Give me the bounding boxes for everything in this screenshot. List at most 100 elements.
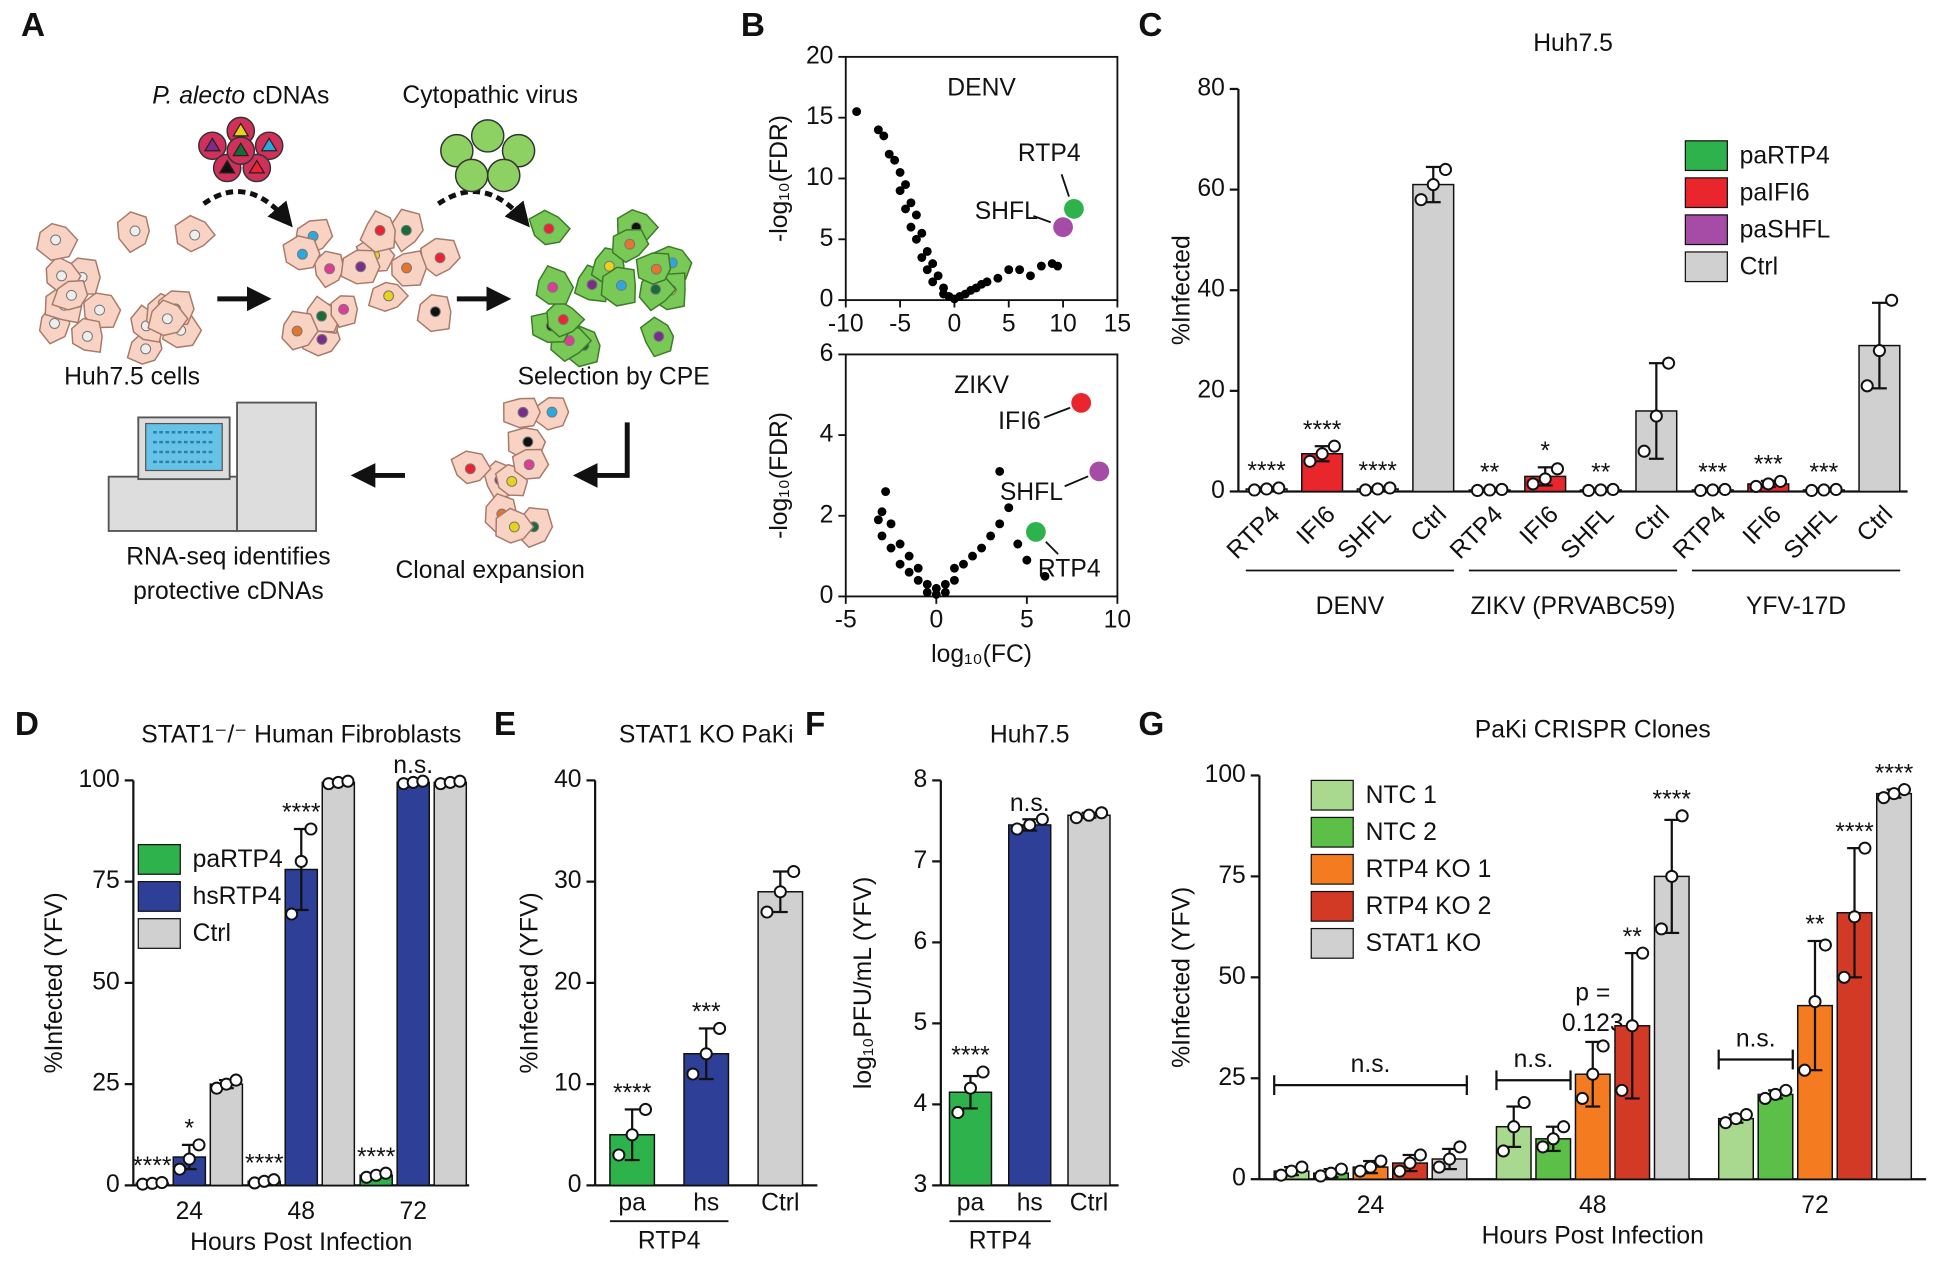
diagram-label: Huh7.5 cells — [64, 363, 200, 390]
x-tick-label: -5 — [835, 607, 857, 634]
y-tick-label: 75 — [92, 867, 119, 894]
point — [922, 587, 932, 597]
nucleus — [650, 283, 662, 295]
point — [913, 575, 923, 585]
legend-swatch — [1310, 853, 1354, 885]
significance: ** — [1805, 912, 1825, 939]
y-tick-label: 8 — [914, 766, 928, 793]
significance: ** — [1480, 460, 1500, 487]
nucleus — [506, 475, 518, 487]
significance: **** — [1835, 819, 1874, 846]
y-tick-label: 100 — [79, 766, 120, 793]
replicate-point — [1594, 483, 1608, 497]
point-label: RTP4 — [1038, 556, 1101, 583]
x-axis-label: log₁₀(FC) — [931, 641, 1032, 668]
group-label: YFV-17D — [1746, 593, 1846, 620]
panel-label: D — [15, 706, 39, 743]
arrow — [202, 189, 293, 228]
legend-swatch — [1684, 251, 1728, 283]
computer-base — [107, 475, 238, 532]
replicate-point — [1358, 483, 1373, 497]
diagram-label: RNA-seq identifies — [126, 544, 330, 571]
y-axis-label: log₁₀PFU/mL (YFV) — [850, 877, 877, 1089]
cdna-particle — [260, 137, 278, 152]
replicate-point — [1374, 1154, 1388, 1168]
replicate-point — [787, 864, 801, 879]
replicate-point — [1496, 1144, 1510, 1158]
significance: **** — [357, 1144, 396, 1171]
replicate-point — [1817, 483, 1831, 497]
y-tick-label: 15 — [806, 103, 833, 130]
bracket-label: n.s. — [1736, 1025, 1776, 1052]
screen — [145, 422, 223, 472]
nucleus — [338, 303, 350, 315]
y-tick-label: 0 — [1211, 477, 1225, 504]
replicate-point — [1858, 841, 1872, 855]
replicate-point — [341, 774, 355, 788]
replicate-point — [1315, 447, 1329, 461]
point — [895, 186, 905, 196]
y-tick-label: 50 — [1218, 963, 1245, 990]
replicate-point — [416, 774, 430, 788]
replicate-point — [1314, 1169, 1328, 1183]
point — [982, 277, 992, 287]
nucleus — [291, 325, 303, 337]
nucleus — [324, 263, 336, 275]
legend-label: NTC 1 — [1366, 782, 1437, 809]
replicate-point — [1295, 1160, 1309, 1174]
replicate-point — [1761, 477, 1775, 491]
group-label: RTP4 — [969, 1228, 1032, 1255]
replicate-point — [1023, 818, 1037, 832]
bar-label: SHFL — [1556, 501, 1620, 565]
replicate-point — [760, 905, 774, 919]
significance: *** — [1809, 460, 1838, 487]
diagram-label: Selection by CPE — [518, 363, 710, 390]
replicate-point — [1470, 483, 1484, 498]
point — [911, 210, 921, 220]
bar-label: RTP4 — [1222, 501, 1285, 564]
chart-title: Huh7.5 — [990, 721, 1070, 748]
point — [906, 222, 916, 232]
cdna-particle — [203, 137, 221, 152]
replicate-point — [1272, 481, 1286, 495]
y-tick-label: 5 — [914, 1009, 928, 1036]
legend-swatch — [1310, 816, 1354, 848]
x-tick-label: 24 — [1357, 1192, 1384, 1219]
replicate-point — [1371, 482, 1385, 496]
cdna-particle — [248, 159, 266, 174]
highlight-point — [1071, 392, 1092, 413]
point — [881, 487, 891, 497]
significance: **** — [1875, 760, 1914, 787]
arrow — [572, 422, 630, 488]
nucleus — [355, 261, 367, 273]
significance: **** — [613, 1080, 652, 1107]
nucleus — [464, 463, 476, 475]
point — [917, 228, 927, 238]
significance: **** — [133, 1153, 172, 1180]
bar — [396, 781, 431, 1187]
y-tick-label: 25 — [92, 1070, 119, 1097]
nucleus — [66, 289, 77, 301]
significance: *** — [1698, 460, 1727, 487]
replicate-point — [699, 1047, 713, 1061]
legend-swatch — [137, 881, 181, 912]
point-label: IFI6 — [998, 408, 1041, 435]
nucleus — [56, 270, 68, 282]
legend-label: paIFI6 — [1740, 179, 1810, 206]
y-tick-label: 10 — [554, 1070, 581, 1097]
panel-label: C — [1138, 7, 1162, 44]
bar-label: IFI6 — [1515, 501, 1564, 550]
y-tick-label: 0 — [568, 1171, 582, 1198]
highlight-point — [1026, 522, 1046, 542]
replicate-point — [1615, 1083, 1629, 1097]
nucleus — [615, 280, 627, 291]
nucleus — [316, 333, 328, 345]
nucleus — [189, 229, 201, 241]
virus — [454, 158, 489, 193]
significance: **** — [1303, 417, 1342, 444]
replicate-point — [1575, 1091, 1589, 1105]
replicate-point — [1426, 178, 1440, 192]
group-label: RTP4 — [638, 1228, 701, 1255]
legend-swatch — [1310, 779, 1354, 811]
replicate-point — [1082, 808, 1096, 822]
